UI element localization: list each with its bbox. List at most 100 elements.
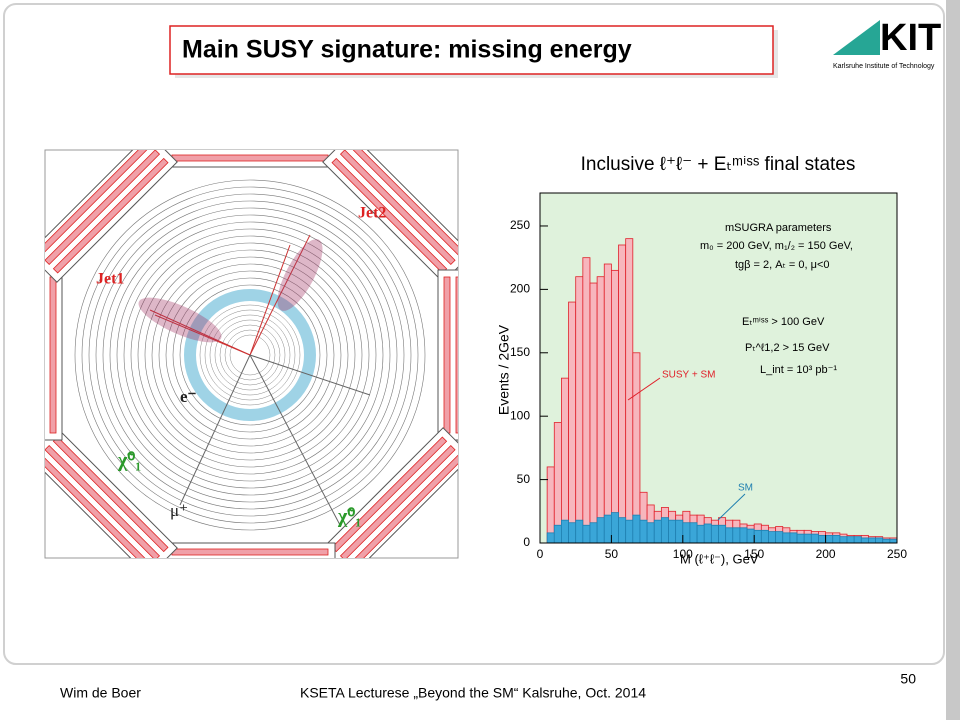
series-pointer [627, 377, 661, 401]
detector-label: Jet1 [96, 271, 124, 288]
series-pointer [717, 493, 746, 521]
x-tick-label: 250 [887, 547, 907, 561]
sm-bar [832, 534, 841, 544]
annotation: L_int = 10³ pb⁻¹ [760, 364, 837, 376]
logo: KIT Karlsruhe Institute of Technology [833, 17, 941, 70]
tracker-layer [158, 263, 342, 447]
series-label: SUSY + SM [662, 370, 715, 381]
y-tick-label: 100 [510, 408, 530, 422]
sm-bar [575, 519, 584, 544]
sm-bar [710, 524, 719, 544]
module-strip [171, 548, 329, 556]
tracker-layer [172, 277, 328, 433]
track [249, 244, 291, 356]
x-tick-label: 100 [673, 547, 693, 561]
calorimeter-module [45, 269, 63, 441]
sm-bar [882, 538, 891, 544]
tracker-layer [95, 200, 405, 510]
calorimeter-module [45, 427, 178, 558]
sm-bar [775, 531, 784, 544]
susy-bar [575, 276, 584, 544]
susy-bar [632, 352, 641, 544]
sm-bar [660, 517, 669, 544]
tracker-layer [179, 284, 321, 426]
tracker-layer [102, 207, 398, 503]
jet-cone [138, 297, 222, 343]
inner-layer [214, 319, 286, 391]
susy-bar [618, 244, 627, 544]
susy-bar [589, 282, 598, 544]
footer-author: Wim de Boer [60, 685, 141, 701]
sm-bar [846, 536, 855, 544]
calorimeter-module [437, 269, 458, 441]
track [179, 354, 251, 506]
sm-bar [789, 532, 798, 544]
sm-bar [632, 514, 641, 544]
x-tick-label: 50 [605, 547, 619, 561]
module-strip [49, 276, 57, 434]
inner-layer [229, 334, 271, 376]
tracker-layer [74, 179, 426, 531]
plot-frame [539, 192, 898, 544]
module-strip [45, 453, 152, 558]
susy-bar [603, 263, 612, 544]
calorimeter-module [322, 427, 458, 558]
module-strip [45, 150, 152, 257]
jet-cone [277, 239, 323, 311]
annotation: m₀ = 200 GeV, m₁/₂ = 150 GeV, [700, 240, 853, 252]
sm-bar [825, 534, 834, 544]
sm-bar [618, 517, 627, 544]
tracker-layer [165, 270, 335, 440]
sm-bar [760, 529, 769, 544]
sm-bar [875, 537, 884, 544]
sm-bar [589, 522, 598, 544]
sm-bar [675, 519, 684, 544]
susy-bar [611, 269, 619, 544]
inner-layer [209, 314, 291, 396]
footer-event: KSETA Lecturese „Beyond the SM“ Kalsruhe… [300, 685, 646, 701]
annotation: Pₜ^ℓ1,2 > 15 GeV [745, 342, 830, 354]
sm-bar [689, 522, 698, 544]
detector-label: Jet2 [358, 205, 386, 222]
tracker-layer [88, 193, 412, 517]
track [249, 354, 371, 396]
sm-bar [646, 522, 655, 544]
detector-label: e⁻ [180, 387, 197, 406]
track [249, 234, 311, 356]
x-tick-label: 0 [537, 547, 544, 561]
calorimeter-module [322, 150, 458, 283]
susy-bar [582, 257, 591, 544]
module-strip [171, 154, 329, 162]
susy-bar [596, 276, 605, 544]
sm-bar [725, 527, 734, 544]
sm-bar [889, 538, 898, 544]
detector-display [45, 150, 458, 558]
module-strip [45, 444, 161, 558]
track [154, 314, 251, 356]
susy-bar [561, 377, 569, 544]
sm-bar [696, 524, 705, 544]
sm-bar [739, 527, 748, 544]
side-band [946, 0, 960, 720]
sm-bar [546, 532, 555, 544]
annotation: tgβ = 2, Aₜ = 0, μ<0 [735, 259, 830, 271]
module-strip [348, 453, 458, 558]
inner-layer [219, 324, 281, 386]
slide-title: Main SUSY signature: missing energy [182, 36, 632, 64]
sm-bar [746, 528, 755, 544]
y-tick-label: 0 [523, 535, 530, 549]
module-strip [455, 276, 458, 434]
sm-bar [732, 527, 741, 544]
x-axis-label: M (ℓ⁺ℓ⁻), GeV [680, 551, 759, 566]
chart-title: Inclusive ℓ⁺ℓ⁻ + Eₜᵐⁱˢˢ final states [581, 154, 856, 175]
logo-subtitle: Karlsruhe Institute of Technology [833, 63, 935, 70]
calorimeter-module [45, 150, 178, 283]
x-tick-label: 150 [744, 547, 764, 561]
page-number: 50 [900, 671, 916, 687]
track [249, 354, 341, 526]
detector-label: χ̃⁰₁ [337, 506, 361, 528]
tracker-layer [116, 221, 384, 489]
histogram-chart: Inclusive ℓ⁺ℓ⁻ + Eₜᵐⁱˢˢ final states 0 50 1… [496, 154, 908, 566]
sm-bar [668, 519, 677, 544]
sm-bar [768, 531, 777, 544]
